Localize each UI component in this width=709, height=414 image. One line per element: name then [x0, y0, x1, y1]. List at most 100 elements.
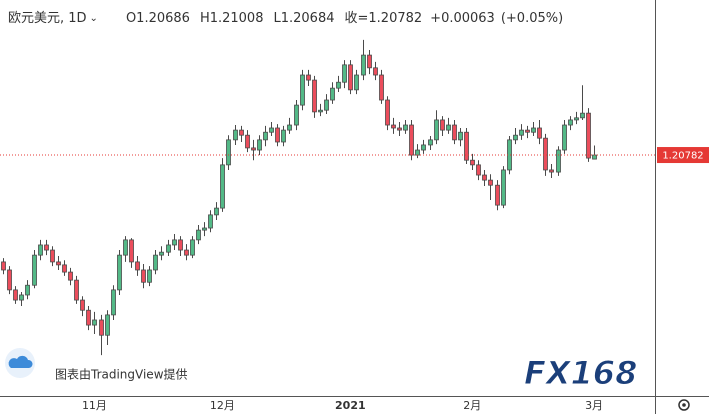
candle-body [324, 99, 329, 111]
candle-body [428, 139, 433, 146]
candle-body [361, 54, 366, 76]
candle-body [421, 144, 426, 151]
candle-body [220, 164, 225, 209]
ohlc-value: 1.20684 [281, 11, 335, 26]
candle-body [105, 314, 110, 336]
candle-body [543, 137, 548, 171]
credit: 图表由TradingView提供 [55, 367, 188, 382]
x-tick-label: 2021 [335, 399, 366, 412]
candle-body [549, 169, 554, 173]
candle-body [476, 164, 481, 176]
candle-body [403, 124, 408, 131]
candle-body [379, 74, 384, 101]
candle-body [415, 149, 420, 156]
candle-body [214, 207, 219, 216]
change-pct: (+0.05%) [501, 11, 563, 26]
candle-body [19, 294, 24, 301]
candle-body [32, 254, 37, 286]
ohlc-value: 1.20686 [136, 11, 190, 26]
candle-body [306, 74, 311, 81]
candle-body [397, 127, 402, 131]
candle-body [184, 249, 189, 256]
candle-body [62, 264, 67, 273]
candle-body [452, 124, 457, 141]
candle-body [129, 239, 134, 263]
ohlc-prefix: O [126, 11, 136, 26]
plot-area [1, 39, 597, 356]
candle-body [44, 244, 49, 251]
candle-body [281, 129, 286, 143]
price-label: 1.20782 [662, 151, 703, 162]
candle-body [239, 129, 244, 136]
candle-body [117, 254, 122, 291]
candle-body [13, 289, 18, 301]
x-tick-label: 2月 [463, 399, 481, 412]
x-tick-label: 3月 [585, 399, 603, 412]
candle-body [568, 119, 573, 126]
candle-body [80, 299, 85, 311]
gear-icon [678, 399, 690, 411]
candle-body [123, 239, 128, 256]
candle-body [373, 67, 378, 76]
candle-body [495, 184, 500, 206]
gear-hub [682, 403, 686, 407]
candle-body [537, 127, 542, 139]
candle-body [233, 129, 238, 141]
ohlc-prefix: H [200, 11, 210, 26]
candle-body [336, 81, 341, 89]
candle-body [318, 109, 323, 113]
x-tick-label: 12月 [210, 399, 235, 412]
candle-body [488, 179, 493, 186]
settings-button[interactable] [678, 399, 690, 411]
candle-body [312, 79, 317, 113]
candle-body [525, 129, 530, 133]
candle-body [208, 214, 213, 229]
candle-body [440, 119, 445, 131]
candle-body [178, 239, 183, 251]
candle-body [458, 131, 463, 141]
candle-body [153, 254, 158, 271]
candle-body [135, 261, 140, 271]
candle-body [574, 117, 579, 121]
candle-body [275, 127, 280, 143]
candle-body [470, 159, 475, 166]
chart-header: 欧元美元, 1D ⌄ O1.20686 H1.21008 L1.20684 收=1.207… [8, 11, 563, 26]
candle-body [50, 249, 55, 263]
candle-body [531, 127, 536, 133]
candle-body [74, 279, 79, 301]
candle-body [141, 269, 146, 283]
candle-body [269, 127, 274, 133]
candle-body [159, 251, 164, 256]
candle-body [25, 284, 30, 296]
candle-body [330, 87, 335, 101]
dropdown[interactable]: ⌄ [90, 13, 98, 24]
watermark: FX168 [524, 354, 637, 392]
candle-body [226, 139, 231, 166]
candle-body [245, 134, 250, 149]
logo-cloud [8, 355, 33, 368]
candle-body [287, 124, 292, 131]
candle-body [263, 131, 268, 141]
candle-body [56, 261, 61, 266]
candle-body [86, 309, 91, 326]
candle-body [513, 134, 518, 141]
candle-body [166, 244, 171, 253]
ohlc-value: 1.20782 [368, 11, 422, 26]
candle-body [7, 269, 12, 291]
ohlc-prefix: L [273, 11, 281, 26]
symbol[interactable]: 欧元美元, 1D [8, 11, 87, 26]
candle-body [562, 124, 567, 151]
candle-body [592, 154, 597, 160]
candle-body [92, 319, 97, 326]
candle-body [300, 74, 305, 106]
candle-body [68, 271, 73, 281]
candle-body [586, 112, 591, 159]
ohlc-value: 1.21008 [210, 11, 264, 26]
candle-body [99, 319, 104, 336]
tradingview-logo[interactable] [5, 348, 35, 378]
candle-body [580, 112, 585, 119]
candle-body [354, 74, 359, 91]
candle-body [342, 64, 347, 83]
